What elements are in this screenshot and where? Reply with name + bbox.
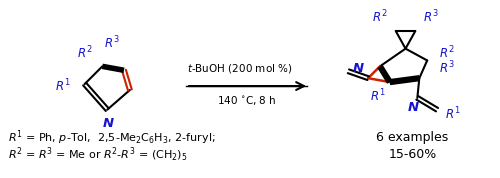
Text: N: N bbox=[408, 101, 419, 114]
Text: $R^2$ = $R^3$ = Me or $R^2$-$R^3$ = (CH$_2$)$_5$: $R^2$ = $R^3$ = Me or $R^2$-$R^3$ = (CH$… bbox=[8, 146, 188, 164]
Text: $t$-BuOH (200 mol %): $t$-BuOH (200 mol %) bbox=[187, 62, 292, 75]
Text: $R^2$: $R^2$ bbox=[439, 44, 454, 61]
Text: $R^1$: $R^1$ bbox=[445, 105, 460, 122]
Text: $R^2$: $R^2$ bbox=[77, 44, 92, 61]
Text: 15-60%: 15-60% bbox=[388, 148, 436, 161]
Text: 140 $^{\circ}$C, 8 h: 140 $^{\circ}$C, 8 h bbox=[218, 94, 277, 107]
Text: $R^1$: $R^1$ bbox=[370, 88, 386, 104]
Text: $R^3$: $R^3$ bbox=[439, 60, 454, 77]
Text: $R^2$: $R^2$ bbox=[372, 9, 388, 25]
Text: 6 examples: 6 examples bbox=[376, 131, 448, 144]
Text: $R^3$: $R^3$ bbox=[104, 34, 120, 51]
Text: N: N bbox=[352, 62, 364, 75]
Text: N: N bbox=[102, 117, 114, 130]
Text: $R^1$: $R^1$ bbox=[55, 78, 70, 94]
Text: $R^3$: $R^3$ bbox=[424, 9, 439, 25]
Text: $R^1$ = Ph, $p$-Tol,  2,5-Me$_2$C$_6$H$_3$, 2-furyl;: $R^1$ = Ph, $p$-Tol, 2,5-Me$_2$C$_6$H$_3… bbox=[8, 128, 216, 146]
